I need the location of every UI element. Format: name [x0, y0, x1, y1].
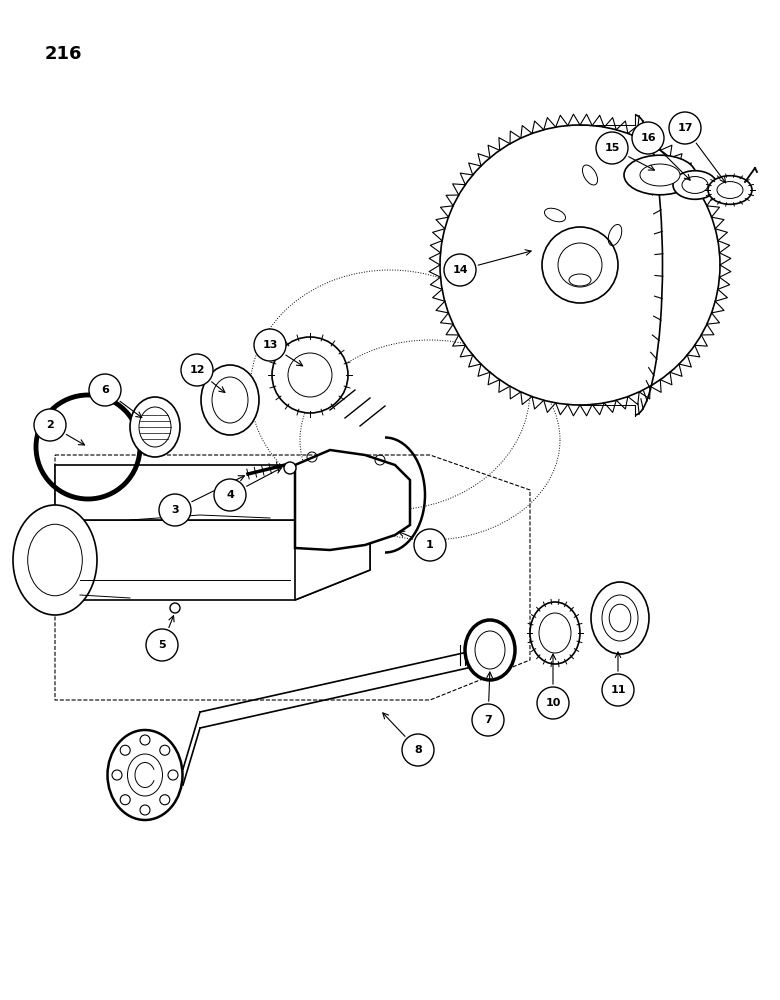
Polygon shape: [55, 465, 370, 520]
Circle shape: [112, 770, 122, 780]
Text: 216: 216: [45, 45, 83, 63]
Circle shape: [140, 735, 150, 745]
Ellipse shape: [475, 631, 505, 669]
Circle shape: [669, 112, 701, 144]
Circle shape: [558, 243, 602, 287]
Text: 12: 12: [190, 365, 204, 375]
Circle shape: [596, 132, 628, 164]
Circle shape: [160, 795, 170, 805]
Circle shape: [284, 462, 296, 474]
Text: 11: 11: [610, 685, 626, 695]
Circle shape: [146, 629, 178, 661]
Circle shape: [254, 329, 286, 361]
Circle shape: [120, 745, 130, 755]
Circle shape: [632, 122, 664, 154]
Ellipse shape: [465, 620, 515, 680]
Ellipse shape: [602, 595, 638, 641]
Ellipse shape: [130, 397, 180, 457]
Ellipse shape: [717, 182, 743, 198]
Circle shape: [120, 795, 130, 805]
Text: 15: 15: [604, 143, 619, 153]
Polygon shape: [55, 490, 370, 600]
Ellipse shape: [139, 407, 171, 447]
Text: 2: 2: [46, 420, 54, 430]
Circle shape: [159, 494, 191, 526]
Circle shape: [440, 125, 720, 405]
Circle shape: [288, 353, 332, 397]
Ellipse shape: [624, 155, 696, 195]
Circle shape: [542, 227, 618, 303]
Text: 3: 3: [171, 505, 179, 515]
Text: 7: 7: [484, 715, 492, 725]
Text: 17: 17: [677, 123, 693, 133]
Circle shape: [602, 674, 634, 706]
Polygon shape: [295, 450, 410, 550]
Text: 16: 16: [640, 133, 656, 143]
Text: 1: 1: [426, 540, 434, 550]
Ellipse shape: [127, 754, 162, 796]
Ellipse shape: [682, 177, 708, 193]
Circle shape: [214, 479, 246, 511]
Ellipse shape: [108, 730, 183, 820]
Text: 8: 8: [414, 745, 422, 755]
Ellipse shape: [13, 505, 97, 615]
Ellipse shape: [591, 582, 649, 654]
Ellipse shape: [708, 176, 752, 204]
Circle shape: [181, 354, 213, 386]
Circle shape: [402, 734, 434, 766]
Ellipse shape: [212, 377, 248, 423]
Circle shape: [168, 770, 178, 780]
Text: 10: 10: [545, 698, 561, 708]
Ellipse shape: [201, 365, 259, 435]
Ellipse shape: [530, 602, 580, 664]
Ellipse shape: [539, 613, 571, 653]
Ellipse shape: [673, 171, 717, 199]
Circle shape: [34, 409, 66, 441]
Circle shape: [89, 374, 121, 406]
Circle shape: [472, 704, 504, 736]
Text: 4: 4: [226, 490, 234, 500]
Text: 14: 14: [452, 265, 468, 275]
Circle shape: [272, 337, 348, 413]
Circle shape: [170, 603, 180, 613]
Circle shape: [160, 745, 170, 755]
Circle shape: [140, 805, 150, 815]
Text: 6: 6: [101, 385, 109, 395]
Polygon shape: [295, 490, 370, 600]
Text: 5: 5: [158, 640, 166, 650]
Circle shape: [444, 254, 476, 286]
Circle shape: [537, 687, 569, 719]
Ellipse shape: [640, 164, 680, 186]
Text: 13: 13: [262, 340, 278, 350]
Circle shape: [414, 529, 446, 561]
